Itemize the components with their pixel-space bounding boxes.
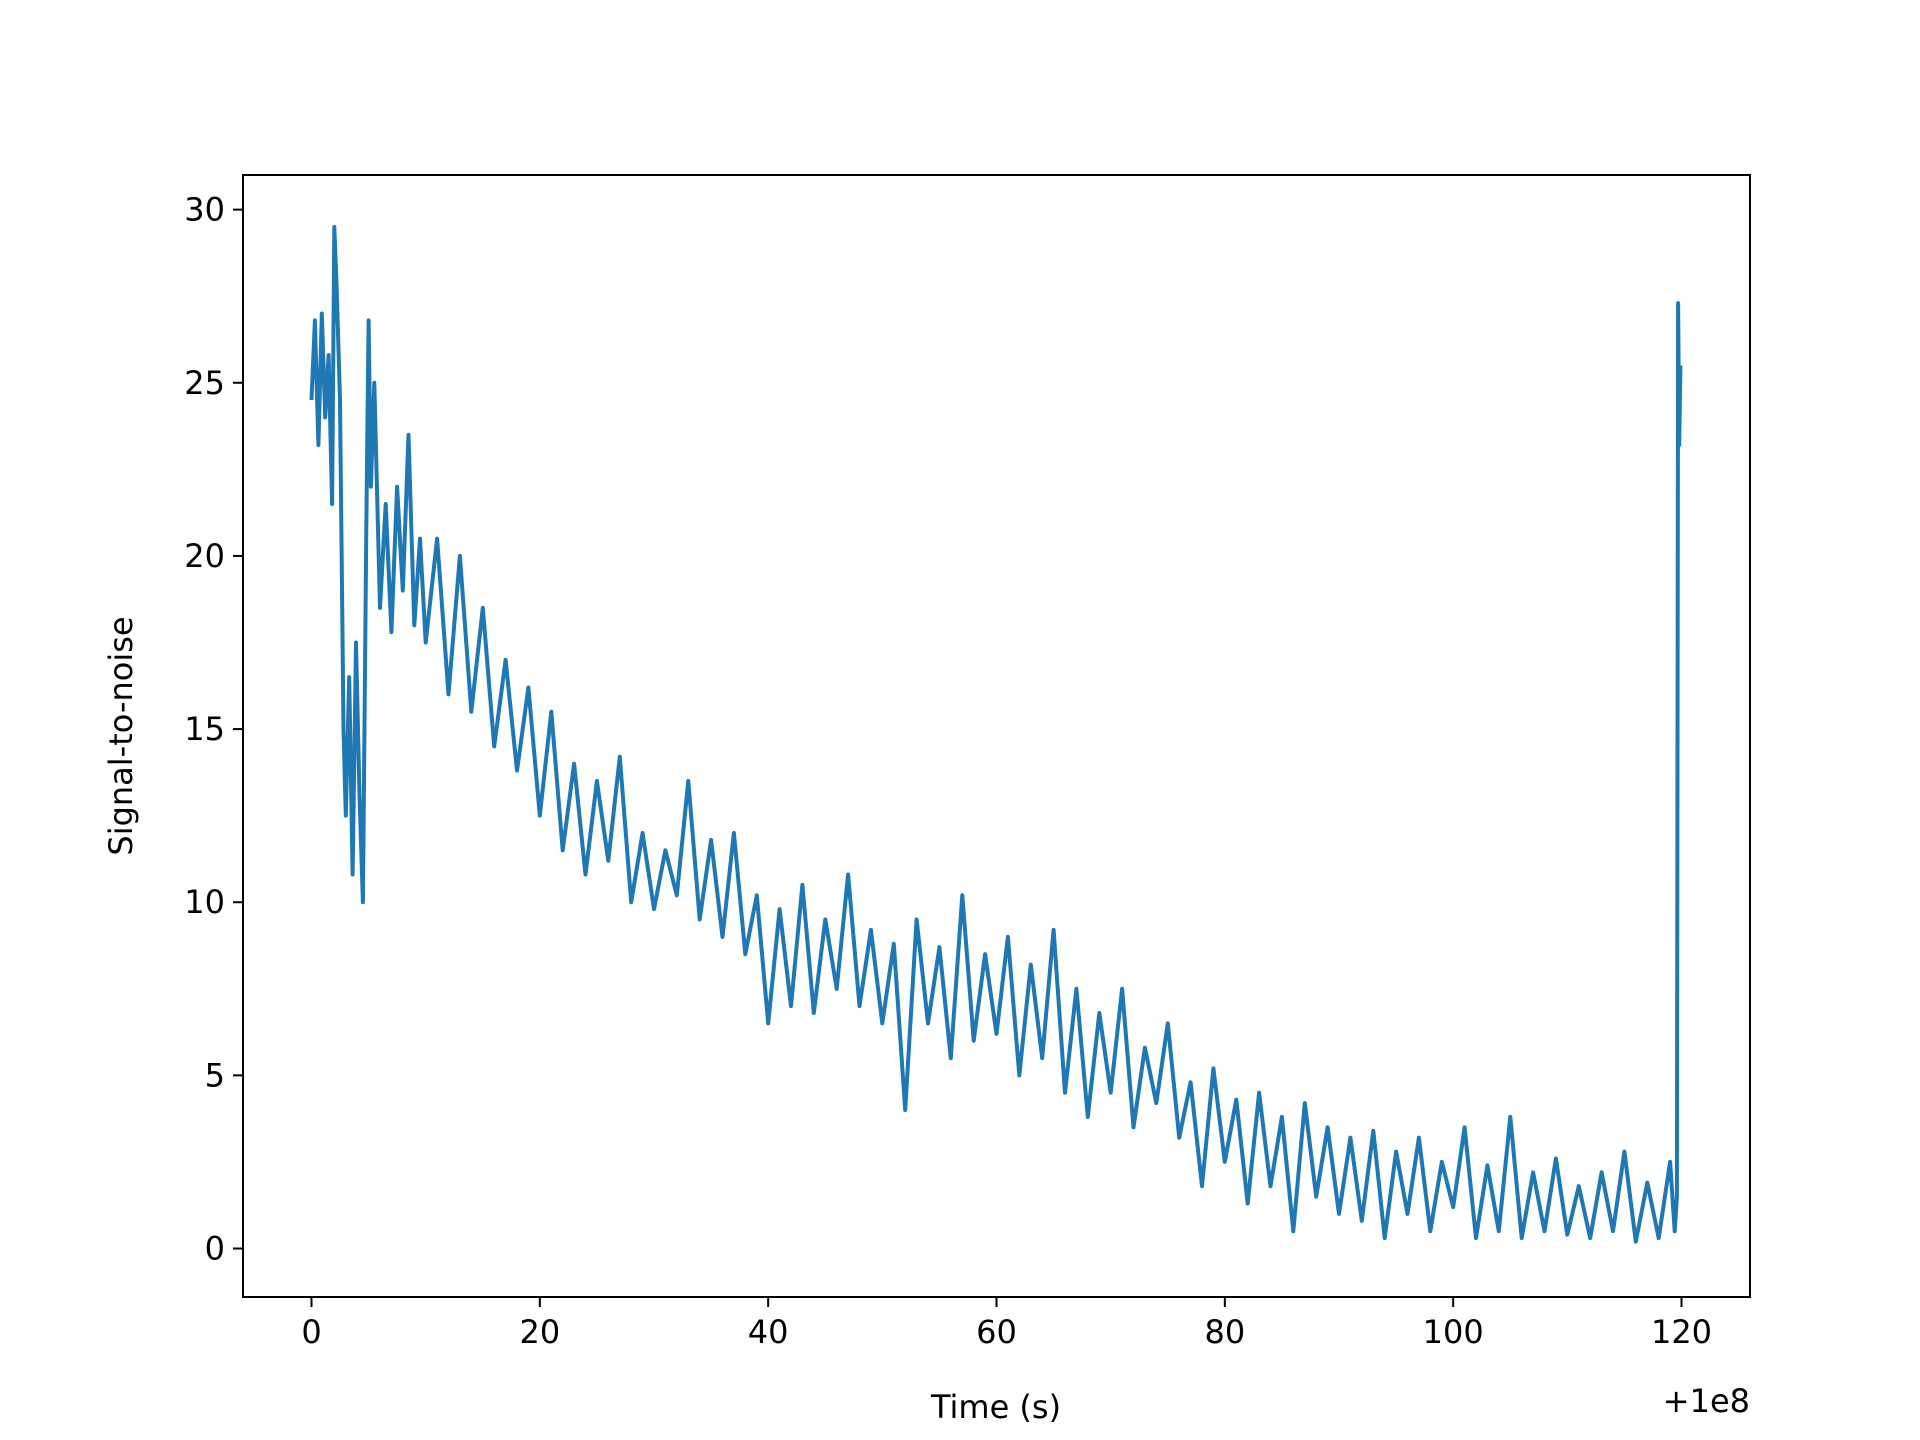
x-tick-label: 0: [301, 1313, 321, 1351]
x-axis-label: Time (s): [930, 1388, 1061, 1426]
x-tick-label: 40: [748, 1313, 789, 1351]
axes-frame: [242, 174, 1751, 1298]
x-tick-label: 120: [1651, 1313, 1712, 1351]
y-axis-label: Signal-to-noise: [102, 616, 140, 855]
x-offset-label: +1e8: [1663, 1382, 1750, 1420]
y-tick-label: 15: [184, 710, 225, 748]
y-tick-label: 10: [184, 883, 225, 921]
y-tick-label: 30: [184, 191, 225, 229]
y-tick-label: 25: [184, 364, 225, 402]
y-tick-label: 20: [184, 537, 225, 575]
x-tick-label: 20: [519, 1313, 560, 1351]
x-tick-label: 100: [1423, 1313, 1484, 1351]
y-tick-label: 0: [205, 1230, 225, 1268]
data-line: [309, 224, 1683, 1244]
x-tick-label: 80: [1204, 1313, 1245, 1351]
x-tick-label: 60: [976, 1313, 1017, 1351]
y-tick-label: 5: [205, 1056, 225, 1094]
